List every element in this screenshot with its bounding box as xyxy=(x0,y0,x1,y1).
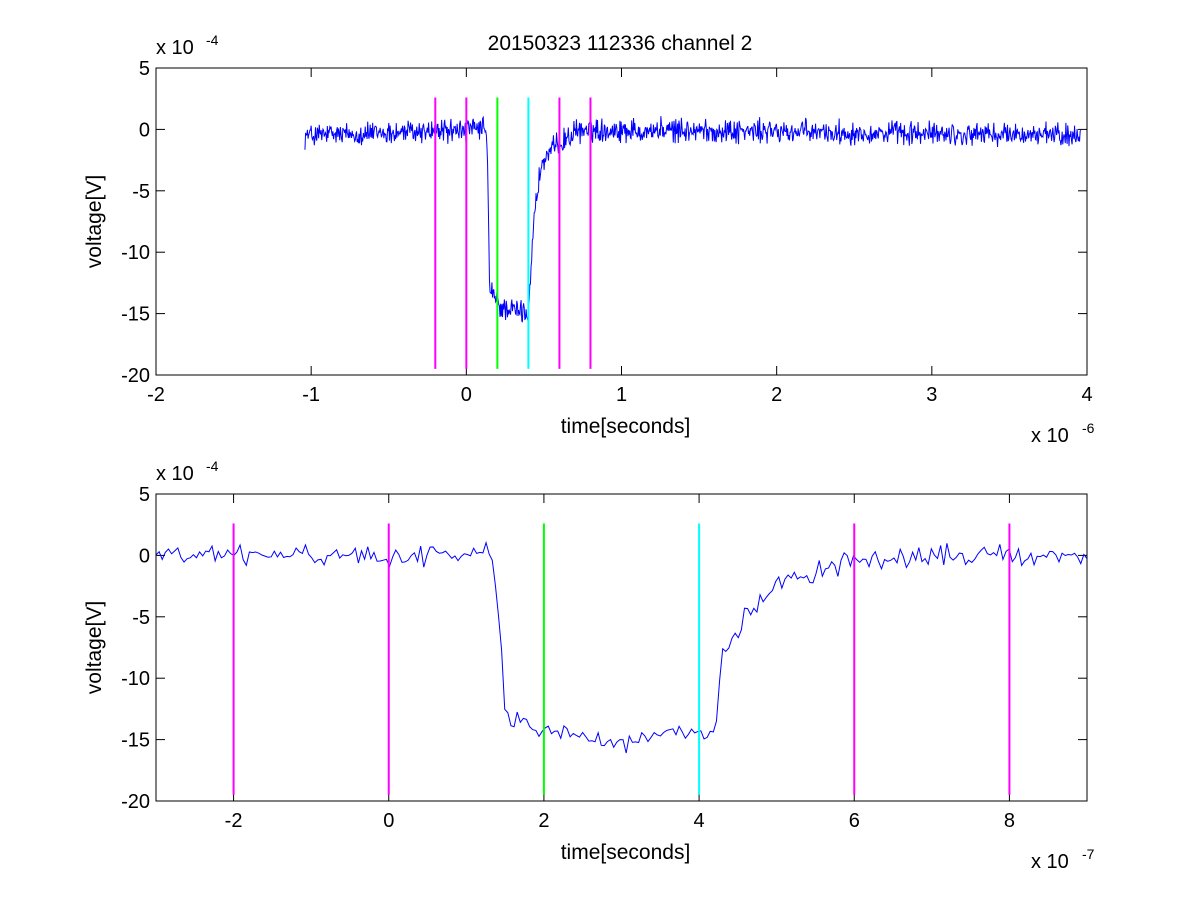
x-tick-label: 3 xyxy=(926,384,937,406)
x-tick-label: 0 xyxy=(461,384,472,406)
x-exponent-base: x 10 xyxy=(1031,851,1069,873)
y-tick-label: 0 xyxy=(139,119,150,141)
y-tick-label: -20 xyxy=(121,365,150,387)
y-exponent-power: -4 xyxy=(206,32,219,48)
x-tick-label: 8 xyxy=(1004,810,1015,832)
x-tick-label: 2 xyxy=(538,810,549,832)
x-axis-label: time[seconds] xyxy=(561,415,691,438)
plot-area xyxy=(304,97,1082,369)
x-tick-label: -1 xyxy=(302,384,320,406)
y-axis-label: voltage[V] xyxy=(83,175,106,268)
plot-area xyxy=(156,523,1087,795)
x-tick-label: 6 xyxy=(849,810,860,832)
y-tick-label: -15 xyxy=(121,304,150,326)
series-line xyxy=(304,115,1082,323)
x-tick-label: 4 xyxy=(1081,384,1092,406)
y-tick-label: -15 xyxy=(121,730,150,752)
x-tick-label: 1 xyxy=(616,384,627,406)
top-plot: -2 -1 0 1 2 3 4-20-15-10-505time[seconds]volta… xyxy=(83,32,1095,447)
x-exponent-base: x 10 xyxy=(1031,425,1069,447)
y-exponent-power: -4 xyxy=(206,458,219,474)
y-exponent-base: x 10 xyxy=(156,37,194,59)
axes-box xyxy=(155,493,1088,802)
x-exponent-power: -6 xyxy=(1082,420,1095,436)
x-axis-label: time[seconds] xyxy=(561,841,691,864)
x-tick-label: -2 xyxy=(147,384,165,406)
y-axis-label: voltage[V] xyxy=(83,601,106,694)
y-tick-label: 0 xyxy=(139,545,150,567)
y-tick-label: 5 xyxy=(139,58,150,80)
y-tick-label: -10 xyxy=(121,668,150,690)
y-tick-label: -5 xyxy=(132,181,150,203)
y-tick-label: -5 xyxy=(132,607,150,629)
figure-title: 20150323 112336 channel 2 xyxy=(488,32,753,55)
y-tick-label: -20 xyxy=(121,791,150,813)
y-tick-label: -10 xyxy=(121,242,150,264)
bottom-plot: -2 0 2 4 6 8-20-15-10-505time[seconds]voltage… xyxy=(83,458,1095,873)
x-tick-label: 0 xyxy=(383,810,394,832)
x-tick-label: 2 xyxy=(771,384,782,406)
x-tick-label: -2 xyxy=(225,810,243,832)
y-tick-label: 5 xyxy=(139,484,150,506)
y-exponent-base: x 10 xyxy=(156,463,194,485)
series-line xyxy=(156,540,1087,754)
x-exponent-power: -7 xyxy=(1082,846,1095,862)
x-tick-label: 4 xyxy=(694,810,705,832)
axes-box xyxy=(155,67,1088,376)
